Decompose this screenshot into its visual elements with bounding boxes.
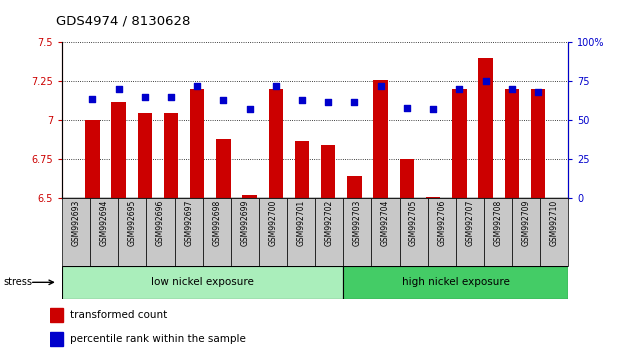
Bar bbox=[347, 176, 361, 198]
Text: high nickel exposure: high nickel exposure bbox=[402, 277, 510, 287]
Point bbox=[455, 86, 465, 92]
Bar bbox=[531, 89, 545, 198]
Bar bbox=[50, 308, 63, 322]
Bar bbox=[90, 198, 119, 266]
Text: percentile rank within the sample: percentile rank within the sample bbox=[70, 334, 246, 344]
Bar bbox=[295, 141, 309, 198]
Text: GSM992710: GSM992710 bbox=[550, 200, 559, 246]
Point bbox=[402, 105, 412, 111]
Bar bbox=[147, 198, 175, 266]
Bar bbox=[456, 198, 484, 266]
Bar bbox=[269, 89, 283, 198]
Bar bbox=[371, 198, 399, 266]
Bar bbox=[202, 198, 231, 266]
Bar bbox=[478, 58, 493, 198]
Point bbox=[166, 94, 176, 100]
Text: GSM992707: GSM992707 bbox=[465, 200, 474, 246]
Point bbox=[324, 99, 333, 104]
Bar bbox=[399, 198, 428, 266]
Point bbox=[193, 83, 202, 89]
Bar bbox=[50, 332, 63, 346]
Text: transformed count: transformed count bbox=[70, 310, 168, 320]
Point bbox=[245, 107, 255, 112]
Bar bbox=[242, 195, 257, 198]
Point bbox=[114, 86, 124, 92]
Point bbox=[376, 83, 386, 89]
Text: GSM992696: GSM992696 bbox=[156, 200, 165, 246]
Text: GSM992705: GSM992705 bbox=[409, 200, 418, 246]
Text: GSM992709: GSM992709 bbox=[522, 200, 530, 246]
Bar bbox=[505, 89, 519, 198]
Text: GSM992693: GSM992693 bbox=[71, 200, 81, 246]
Point bbox=[140, 94, 150, 100]
Bar bbox=[62, 198, 90, 266]
Text: GSM992704: GSM992704 bbox=[381, 200, 390, 246]
Bar bbox=[190, 89, 204, 198]
Bar bbox=[164, 113, 178, 198]
Text: GSM992706: GSM992706 bbox=[437, 200, 446, 246]
Bar bbox=[484, 198, 512, 266]
Text: GSM992702: GSM992702 bbox=[325, 200, 333, 246]
Text: GSM992708: GSM992708 bbox=[494, 200, 502, 246]
Bar bbox=[216, 139, 230, 198]
Text: GSM992695: GSM992695 bbox=[128, 200, 137, 246]
Point bbox=[533, 90, 543, 95]
Point bbox=[507, 86, 517, 92]
Text: stress: stress bbox=[3, 277, 32, 287]
Bar bbox=[231, 198, 259, 266]
Text: low nickel exposure: low nickel exposure bbox=[152, 277, 254, 287]
Bar bbox=[287, 198, 315, 266]
Point bbox=[219, 97, 229, 103]
Bar bbox=[321, 145, 335, 198]
Bar bbox=[343, 198, 371, 266]
Text: GSM992701: GSM992701 bbox=[297, 200, 306, 246]
Point bbox=[271, 83, 281, 89]
Text: GSM992703: GSM992703 bbox=[353, 200, 362, 246]
Bar bbox=[343, 266, 568, 299]
Text: GSM992694: GSM992694 bbox=[100, 200, 109, 246]
Bar bbox=[512, 198, 540, 266]
Bar bbox=[259, 198, 287, 266]
Bar bbox=[119, 198, 147, 266]
Bar bbox=[428, 198, 456, 266]
Text: GDS4974 / 8130628: GDS4974 / 8130628 bbox=[56, 14, 190, 27]
Point bbox=[297, 97, 307, 103]
Point bbox=[428, 107, 438, 112]
Bar bbox=[137, 113, 152, 198]
Point bbox=[88, 96, 97, 101]
Bar bbox=[540, 198, 568, 266]
Bar bbox=[85, 120, 99, 198]
Point bbox=[481, 79, 491, 84]
Bar bbox=[452, 89, 466, 198]
Bar bbox=[400, 159, 414, 198]
Bar bbox=[315, 198, 343, 266]
Bar bbox=[373, 80, 388, 198]
Bar bbox=[426, 197, 440, 198]
Bar bbox=[62, 266, 343, 299]
Point bbox=[350, 99, 360, 104]
Bar bbox=[111, 102, 125, 198]
Bar bbox=[175, 198, 202, 266]
Text: GSM992699: GSM992699 bbox=[240, 200, 250, 246]
Text: GSM992700: GSM992700 bbox=[268, 200, 278, 246]
Text: GSM992697: GSM992697 bbox=[184, 200, 193, 246]
Text: GSM992698: GSM992698 bbox=[212, 200, 221, 246]
